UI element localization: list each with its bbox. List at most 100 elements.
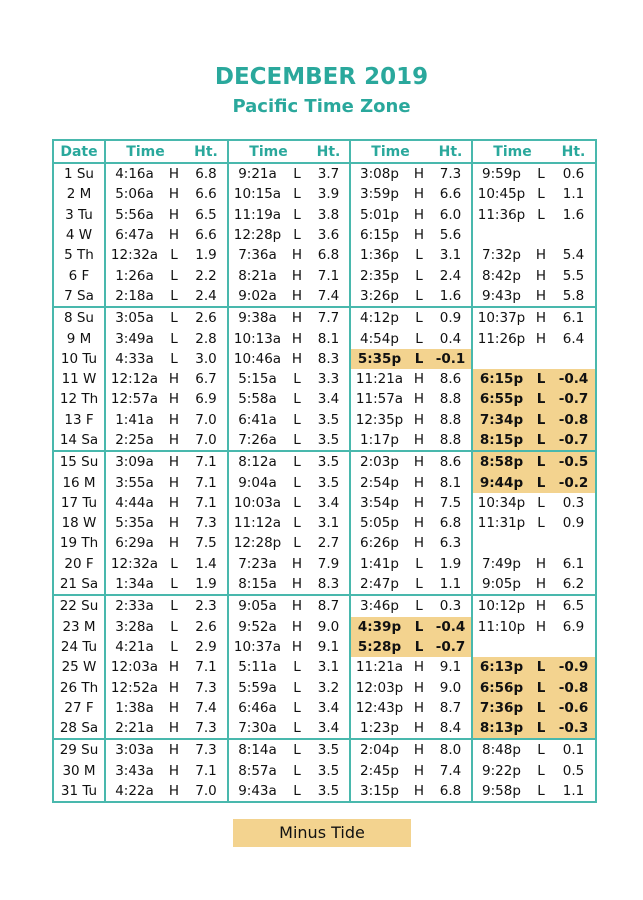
time-cell: 1:17p <box>349 429 408 452</box>
header-row: Date Time Ht. Time Ht. Time Ht. Time Ht. <box>52 139 597 164</box>
height-cell: 8.0 <box>430 738 472 761</box>
height-cell: 2.4 <box>439 267 462 284</box>
table-row: 18 W 5:35a H 7.3 11:12a L 3.1 5:05p H 6.8 11:31p L 0… <box>52 513 597 534</box>
date-cell: 7 Sa <box>52 285 105 308</box>
height-cell: 3.1 <box>317 659 340 676</box>
tide-type-cell: H <box>163 738 185 761</box>
time-cell: 2:18a <box>104 285 163 308</box>
height-cell: 8.8 <box>439 391 462 408</box>
time-cell: 8:21a <box>227 265 286 286</box>
time-cell: 11:21a <box>349 368 408 390</box>
tide-type-cell: H <box>168 494 180 511</box>
time-cell: 3:59p <box>349 184 408 205</box>
time-cell: 2:21a <box>104 718 163 740</box>
time-cell: 1:34a <box>104 573 163 596</box>
time-cell: 8:58p <box>471 450 530 473</box>
time-cell: 9:05p <box>471 573 530 596</box>
time-cell: 9:21a <box>227 163 286 185</box>
tide-type-cell: L <box>163 306 185 329</box>
height-cell: 3.6 <box>317 227 340 244</box>
column-header: Ht. <box>185 139 228 164</box>
table-row: 25 W 12:03a H 7.1 5:11a L 3.1 11:21a H 9.1 6:13p L -… <box>52 657 597 678</box>
time-cell: 10:03a <box>227 492 286 514</box>
time-cell: 5:58a <box>227 389 286 410</box>
table-row: 30 M 3:43a H 7.1 8:57a L 3.5 2:45p H 7.4 9:22p L 0.5 <box>52 760 597 781</box>
subtitle: Pacific Time Zone <box>232 96 411 117</box>
time-cell: 7:34p <box>471 409 530 430</box>
height-cell: 3.1 <box>317 515 340 532</box>
height-cell: 2.8 <box>195 330 217 347</box>
height-cell: 8.8 <box>439 432 462 448</box>
height-cell: 2.2 <box>195 267 217 284</box>
height-cell: -0.4 <box>552 368 597 390</box>
tide-type-cell: H <box>413 515 425 532</box>
height-cell: 0.9 <box>552 513 597 534</box>
height-cell: 1.6 <box>439 287 462 304</box>
height-cell: 7.4 <box>317 287 340 304</box>
tide-type-cell: L <box>415 247 423 264</box>
tide-type-cell: H <box>168 535 180 552</box>
height-cell: 8.6 <box>430 450 472 473</box>
time-cell: 6:15p <box>471 368 530 390</box>
tide-type-cell: H <box>163 780 185 804</box>
date-cell: 11 W <box>52 368 105 390</box>
height-cell: 7.1 <box>317 267 340 284</box>
tide-type-cell: L <box>286 738 308 761</box>
tide-type-cell: H <box>413 227 425 244</box>
height-cell: 3.5 <box>308 450 350 473</box>
tide-type-cell: L <box>170 287 178 304</box>
height-cell: 1.1 <box>552 780 597 804</box>
tide-type-cell: H <box>168 411 180 428</box>
tide-type-cell: H <box>168 166 180 183</box>
time-cell: 12:12a <box>104 368 163 390</box>
tide-type-cell: H <box>408 450 430 473</box>
tide-type-cell: L <box>530 697 552 719</box>
time-cell: 10:15a <box>227 184 286 205</box>
tide-type-cell: L <box>293 659 301 676</box>
table-row: 29 Su 3:03a H 7.3 8:14a L 3.5 2:04p H 8.0 8:48p L 0.… <box>52 738 597 761</box>
tide-type-cell: H <box>535 555 547 572</box>
time-cell: 7:49p <box>471 553 530 574</box>
time-cell: 2:47p <box>349 573 408 596</box>
tide-type-cell: H <box>530 306 552 329</box>
height-cell: 3.8 <box>317 206 340 223</box>
time-cell: 11:31p <box>471 513 530 534</box>
height-cell: 7.3 <box>195 515 217 532</box>
height-cell: 7.5 <box>439 494 462 511</box>
height-cell: 7.1 <box>195 474 217 491</box>
tide-type-cell <box>530 225 552 245</box>
height-cell: 6.8 <box>439 515 462 532</box>
table-row: 3 Tu 5:56a H 6.5 11:19a L 3.8 5:01p H 6.0 11:36p L 1… <box>52 204 597 225</box>
tide-type-cell: L <box>530 780 552 804</box>
time-cell: 1:26a <box>104 265 163 286</box>
date-cell: 26 Th <box>52 677 105 698</box>
height-cell: 6.3 <box>439 535 462 552</box>
time-cell: 3:08p <box>349 163 408 185</box>
tide-type-cell: H <box>535 576 547 593</box>
height-cell: -0.2 <box>552 472 597 493</box>
time-cell: 10:13a <box>227 328 286 349</box>
table-row: 17 Tu 4:44a H 7.1 10:03a L 3.4 3:54p H 7.5 10:34p L… <box>52 492 597 514</box>
date-cell: 5 Th <box>52 245 105 266</box>
tide-type-cell: H <box>413 699 425 716</box>
time-cell: 11:19a <box>227 204 286 225</box>
tide-type-cell: L <box>530 409 552 430</box>
tide-type-cell: H <box>413 659 425 676</box>
tide-type-cell: L <box>293 474 301 491</box>
height-cell: 1.9 <box>439 555 462 572</box>
time-cell: 7:36a <box>227 245 286 266</box>
height-cell <box>552 533 597 554</box>
height-cell: 6.7 <box>195 371 217 388</box>
height-cell: 6.8 <box>317 247 340 264</box>
table-row: 19 Th 6:29a H 7.5 12:28p L 2.7 6:26p H 6.3 <box>52 533 597 554</box>
height-cell: 8.3 <box>317 576 340 593</box>
tide-table: Date Time Ht. Time Ht. Time Ht. Time Ht. 1 Su 4:1… <box>52 139 597 804</box>
tide-type-cell: H <box>291 576 303 593</box>
height-cell: 7.0 <box>195 432 217 448</box>
tide-type-cell: L <box>415 287 423 304</box>
time-cell: 3:55a <box>104 472 163 493</box>
tide-type-cell: H <box>413 206 425 223</box>
time-cell: 4:39p <box>349 616 408 637</box>
tide-type-cell: L <box>293 411 301 428</box>
tide-type-cell: L <box>286 450 308 473</box>
